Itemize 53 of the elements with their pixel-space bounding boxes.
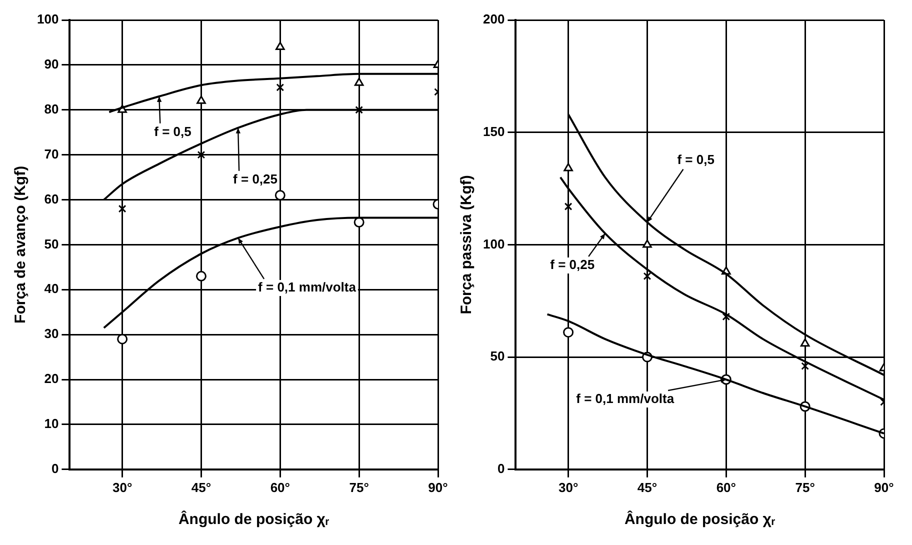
y-tick-label: 80 <box>44 101 59 116</box>
point <box>197 150 206 159</box>
point <box>564 202 572 210</box>
y-tick-label: 40 <box>44 281 59 296</box>
y-tick-label: 70 <box>44 146 59 162</box>
x-tick-label: 90° <box>874 480 894 495</box>
y-tick-label: 20 <box>44 371 59 386</box>
point <box>276 83 284 92</box>
y-tick-label: 50 <box>490 348 505 364</box>
x-tick-label: 75° <box>795 480 815 495</box>
x-tick-label: 45° <box>637 480 658 495</box>
annotation: f = 0,5 <box>677 152 714 167</box>
y-tick-label: 0 <box>497 460 505 476</box>
x-axis-title: Ângulo de posição χᵣ <box>178 510 330 528</box>
x-axis-title: Ângulo de posição χᵣ <box>624 510 776 528</box>
y-axis-title: Força de avanço (Kgf) <box>12 166 30 324</box>
y-tick-label: 90 <box>44 56 59 72</box>
annotation: f = 0,25 <box>233 171 278 186</box>
point <box>118 204 126 213</box>
y-tick-label: 100 <box>482 236 505 252</box>
annotation: f = 0,25 <box>550 257 595 272</box>
y-tick-label: 200 <box>482 12 505 27</box>
point <box>355 106 364 114</box>
point <box>564 163 573 172</box>
y-axis-title: Força passiva (Kgf) <box>458 175 476 314</box>
point <box>643 272 652 280</box>
x-tick-label: 30° <box>112 480 132 495</box>
y-tick-label: 50 <box>44 236 59 252</box>
y-tick-label: 60 <box>44 191 59 206</box>
point <box>563 327 574 338</box>
y-tick-label: 100 <box>36 12 59 27</box>
point <box>801 362 810 370</box>
annotation: f = 0,1 mm/volta <box>258 280 357 295</box>
point <box>196 270 206 282</box>
x-tick-label: 30° <box>558 480 578 495</box>
annotation: f = 0,1 mm/volta <box>576 391 675 406</box>
x-tick-label: 60° <box>270 480 290 495</box>
point <box>117 334 128 344</box>
x-tick-label: 45° <box>191 480 212 495</box>
annotation: f = 0,5 <box>154 124 192 139</box>
x-tick-label: 90° <box>428 480 448 495</box>
point <box>196 96 206 104</box>
y-tick-label: 10 <box>44 416 59 432</box>
point <box>800 338 810 347</box>
point <box>642 239 652 248</box>
y-tick-label: 150 <box>482 124 505 139</box>
x-tick-label: 75° <box>349 480 369 495</box>
point <box>354 78 364 86</box>
point <box>276 42 285 50</box>
y-tick-label: 30 <box>44 326 59 342</box>
point <box>722 312 730 321</box>
x-tick-label: 60° <box>716 480 736 495</box>
y-tick-label: 0 <box>51 460 59 476</box>
